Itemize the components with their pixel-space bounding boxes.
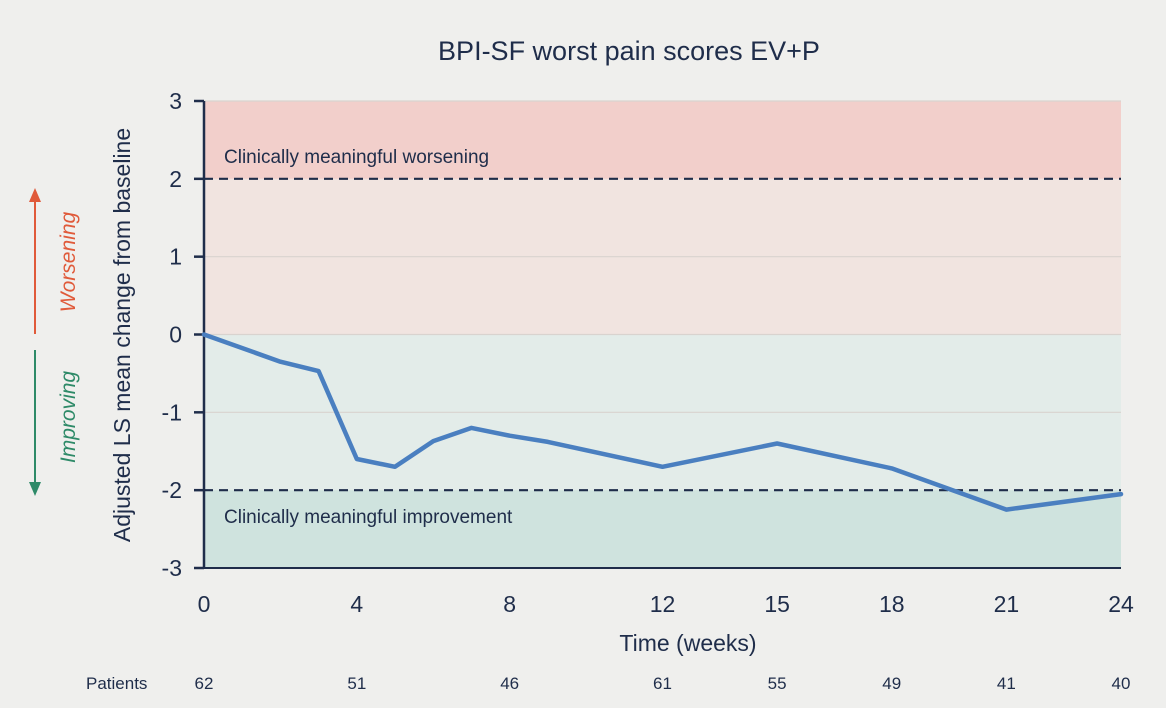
- direction-indicator: Worsening Improving: [29, 188, 80, 496]
- threshold-label: Clinically meaningful worsening: [224, 147, 489, 168]
- arrow-up-icon: [29, 188, 41, 202]
- chart-title: BPI-SF worst pain scores EV+P: [438, 36, 820, 66]
- patient-count: 41: [997, 674, 1016, 693]
- patient-count: 55: [768, 674, 787, 693]
- x-tick-label: 24: [1108, 591, 1134, 617]
- patient-count: 40: [1112, 674, 1131, 693]
- y-tick-label: -1: [162, 399, 182, 425]
- worsening-label: Worsening: [57, 211, 80, 312]
- x-tick-label: 21: [994, 591, 1020, 617]
- x-axis-title: Time (weeks): [619, 630, 756, 656]
- labels: BPI-SF worst pain scores EV+P Time (week…: [86, 36, 820, 693]
- zone-meaningful-improvement: [204, 490, 1121, 568]
- patient-count: 61: [653, 674, 672, 693]
- x-tick-label: 4: [350, 591, 363, 617]
- improving-label: Improving: [57, 371, 80, 464]
- x-tick-label: 12: [650, 591, 676, 617]
- patient-count: 51: [347, 674, 366, 693]
- axes: [194, 99, 1121, 570]
- y-tick-label: -2: [162, 477, 182, 503]
- patient-count: 46: [500, 674, 519, 693]
- threshold-lines: Clinically meaningful worsening Clinicall…: [204, 147, 1121, 528]
- x-tick-label: 8: [503, 591, 516, 617]
- patient-counts: 62 51 46 61 55 49 41 40: [195, 674, 1131, 693]
- y-tick-label: 2: [169, 166, 182, 192]
- x-tick-label: 15: [764, 591, 790, 617]
- y-tick-label: 1: [169, 244, 182, 270]
- patient-count: 62: [195, 674, 214, 693]
- x-tick-label: 0: [198, 591, 211, 617]
- threshold-label: Clinically meaningful improvement: [224, 507, 513, 528]
- y-tick-label: 0: [169, 322, 182, 348]
- x-tick-label: 18: [879, 591, 905, 617]
- y-axis-title: Adjusted LS mean change from baseline: [109, 128, 135, 542]
- arrow-down-icon: [29, 482, 41, 496]
- y-tick-label: 3: [169, 88, 182, 114]
- patient-count: 49: [882, 674, 901, 693]
- series: [201, 332, 1124, 512]
- patients-label: Patients: [86, 674, 147, 693]
- series-line: [201, 332, 1124, 512]
- y-tick-label: -3: [162, 555, 182, 581]
- zone-meaningful-worsening: [204, 101, 1121, 179]
